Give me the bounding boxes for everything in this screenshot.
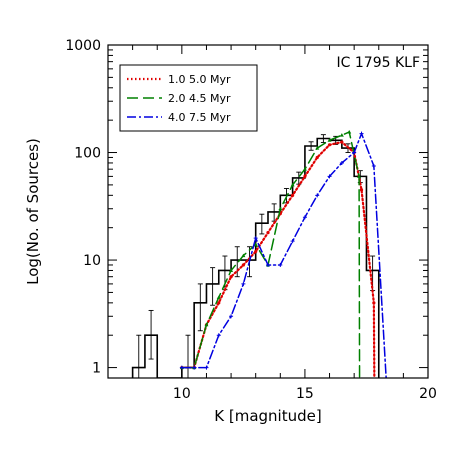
model-point-cross [278, 262, 283, 267]
legend-label: 2.0 4.5 Myr [168, 92, 231, 105]
model-point-cross [229, 314, 234, 319]
tick-layer: 10 15 20 1 10 100 1000 [65, 38, 437, 402]
legend-label: 1.0 5.0 Myr [168, 73, 231, 86]
model-point-circle [266, 231, 270, 235]
x-axis-label: K [magnitude] [214, 407, 321, 425]
model-point-cross [302, 215, 307, 220]
model-point-cross [352, 150, 357, 155]
model-point-triangle [216, 295, 221, 299]
model-point-cross [371, 163, 376, 168]
model-point-triangle [204, 322, 209, 327]
model-point-triangle [302, 167, 307, 171]
y-axis-label: Log(No. of Sources) [24, 138, 42, 285]
y-tick-label: 1000 [65, 38, 101, 54]
y-tick-label: 1 [92, 361, 101, 377]
model-point-circle [359, 188, 364, 192]
model-point-triangle [339, 133, 344, 137]
model-point-triangle [315, 146, 320, 150]
legend: 1.0 5.0 Myr 2.0 4.5 Myr 4.0 7.5 Myr [119, 64, 258, 132]
model-point-triangle [347, 130, 352, 134]
model-point-cross [192, 365, 197, 370]
model-point-circle [327, 143, 332, 147]
model-point-circle [315, 155, 319, 160]
model-point-cross [179, 365, 184, 370]
model-point-cross [290, 239, 295, 244]
model-point-cross [315, 193, 320, 198]
data-layer [131, 130, 387, 378]
plot-frame [107, 44, 429, 379]
model-point-cross [241, 281, 246, 286]
model-point-triangle [290, 182, 295, 187]
model-point-cross [327, 174, 332, 179]
x-tick-label: 20 [419, 386, 437, 402]
model-point-cross [204, 365, 209, 370]
model-point-triangle [229, 268, 234, 272]
model-point-cross [266, 262, 270, 267]
model-point-triangle [278, 206, 283, 211]
legend-label: 4.0 7.5 Myr [168, 111, 231, 124]
model-point-circle [340, 140, 344, 144]
model-point-circle [254, 249, 258, 254]
model-curve-line [181, 131, 387, 378]
model-point-circle [217, 301, 221, 305]
model-point-cross [216, 333, 221, 338]
model-point-cross [359, 131, 364, 136]
model-point-circle [303, 174, 307, 178]
chart-title: IC 1795 KLF [337, 55, 420, 71]
y-tick-label: 100 [74, 146, 101, 162]
model-point-triangle [253, 242, 258, 246]
model-point-triangle [327, 138, 332, 142]
x-tick-label: 10 [173, 386, 191, 402]
legend-box [119, 64, 258, 132]
model-point-circle [241, 263, 245, 267]
model-point-cross [339, 160, 344, 165]
model-point-circle [372, 301, 376, 305]
model-point-circle [229, 275, 233, 279]
model-point-triangle [241, 253, 246, 258]
model-point-triangle [357, 174, 362, 178]
x-tick-label: 15 [296, 386, 314, 402]
y-tick-label: 10 [83, 253, 101, 269]
model-point-circle [291, 193, 295, 197]
model-point-cross [253, 236, 258, 241]
